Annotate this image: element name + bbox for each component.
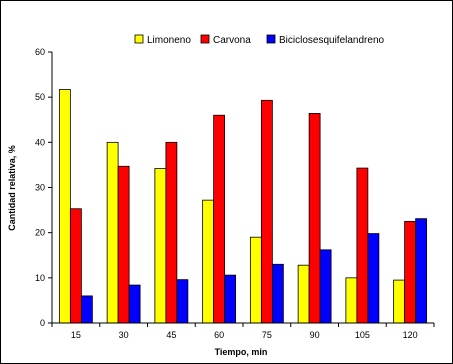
bar-carvona-30 [117, 165, 130, 324]
bar-limoneno-105 [345, 277, 358, 324]
bar-limoneno-90 [297, 264, 310, 324]
bar-carvona-15 [69, 208, 82, 324]
legend-label-carvona: Carvona [213, 35, 251, 46]
legend-swatch-limoneno [134, 34, 144, 44]
legend-swatch-carvona [200, 34, 210, 44]
y-tick-label: 30 [35, 183, 45, 193]
bar-biciclosesquifelandreno-75 [271, 263, 284, 324]
bar-limoneno-60 [202, 199, 215, 324]
legend-swatch-biciclosesquifelandreno [266, 34, 276, 44]
x-axis-title: Tiempo, min [215, 347, 268, 357]
bar-limoneno-45 [154, 168, 167, 324]
bar-limoneno-15 [58, 89, 71, 324]
bar-carvona-90 [308, 113, 321, 324]
bar-biciclosesquifelandreno-120 [415, 218, 428, 324]
y-axis-title: Cantidad relativa, % [7, 145, 17, 231]
y-tick-label: 40 [35, 137, 45, 147]
y-tick-label: 10 [35, 273, 45, 283]
bar-biciclosesquifelandreno-105 [367, 233, 380, 324]
bar-carvona-120 [404, 220, 417, 324]
bar-carvona-75 [260, 99, 273, 324]
x-tick-label: 30 [119, 330, 129, 340]
y-tick-label: 0 [40, 318, 45, 328]
bar-biciclosesquifelandreno-45 [176, 279, 189, 324]
x-tick-label: 120 [403, 330, 418, 340]
legend: Limoneno Carvona Biciclosesquifelandreno [134, 34, 385, 46]
y-tick-label: 20 [35, 228, 45, 238]
axes: 0 10 20 30 40 50 60 15 30 45 60 75 90 105 120 [35, 47, 435, 340]
bar-biciclosesquifelandreno-15 [80, 295, 93, 324]
x-tick-label: 45 [166, 330, 176, 340]
x-tick-label: 15 [71, 330, 81, 340]
legend-label-limoneno: Limoneno [147, 35, 191, 46]
x-tick-label: 90 [310, 330, 320, 340]
bar-carvona-45 [165, 141, 178, 324]
legend-label-biciclosesquifelandreno: Biciclosesquifelandreno [279, 35, 385, 46]
bar-limoneno-75 [249, 236, 262, 324]
y-tick-label: 60 [35, 47, 45, 57]
bar-biciclosesquifelandreno-90 [319, 249, 332, 324]
x-tick-label: 105 [355, 330, 370, 340]
bar-biciclosesquifelandreno-60 [224, 274, 237, 324]
x-tick-label: 75 [262, 330, 272, 340]
bar-carvona-105 [356, 167, 369, 324]
x-tick-label: 60 [214, 330, 224, 340]
bars [58, 89, 428, 324]
y-tick-label: 50 [35, 92, 45, 102]
bar-biciclosesquifelandreno-30 [128, 284, 141, 324]
bar-limoneno-30 [106, 141, 119, 324]
bar-carvona-60 [213, 114, 226, 324]
bar-limoneno-120 [393, 279, 406, 324]
